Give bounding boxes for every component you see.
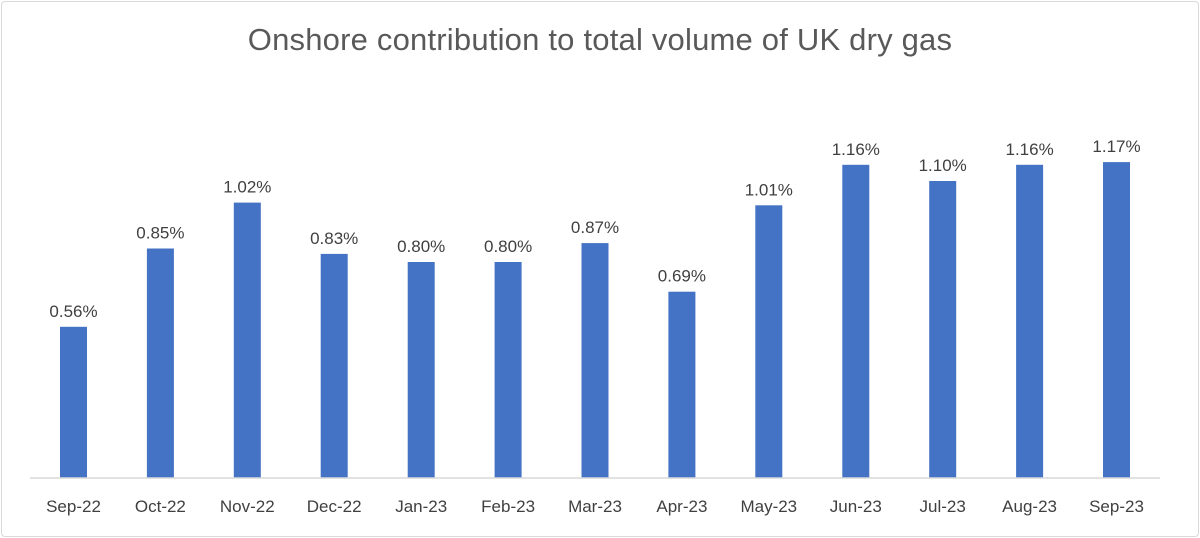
- x-tick-label-nov-22: Nov-22: [220, 497, 275, 516]
- data-label-sep-23: 1.17%: [1092, 137, 1140, 156]
- x-tick-label-dec-22: Dec-22: [307, 497, 362, 516]
- data-label-oct-22: 0.85%: [136, 224, 184, 243]
- chart-title: Onshore contribution to total volume of …: [247, 22, 953, 57]
- bar-mar-23: [581, 243, 609, 478]
- x-tick-label-may-23: May-23: [740, 497, 797, 516]
- x-tick-label-jul-23: Jul-23: [920, 497, 966, 516]
- data-label-sep-22: 0.56%: [49, 302, 97, 321]
- data-label-jul-23: 1.10%: [919, 156, 967, 175]
- bar-jun-23: [842, 164, 870, 479]
- bar-sep-22: [60, 326, 87, 478]
- x-tick-label-mar-23: Mar-23: [568, 497, 622, 516]
- data-label-feb-23: 0.80%: [484, 237, 532, 256]
- x-tick-label-sep-22: Sep-22: [46, 497, 101, 516]
- x-tick-label-oct-22: Oct-22: [135, 497, 186, 516]
- bar-jan-23: [407, 262, 435, 478]
- bar-aug-23: [1016, 164, 1044, 479]
- bar-feb-23: [494, 262, 522, 478]
- bar-dec-22: [320, 253, 348, 478]
- data-label-aug-23: 1.16%: [1005, 140, 1053, 159]
- data-label-nov-22: 1.02%: [223, 178, 271, 197]
- bar-jul-23: [929, 181, 957, 478]
- x-tick-label-jun-23: Jun-23: [830, 497, 882, 516]
- bar-apr-23: [668, 291, 696, 478]
- data-labels-layer: 0.56% 0.85% 1.02% 0.83% 0.80% 0.80% 0.87% 0.69%…: [49, 137, 1140, 321]
- x-tick-label-jan-23: Jan-23: [395, 497, 447, 516]
- bars-layer: [60, 162, 1130, 479]
- data-label-may-23: 1.01%: [745, 180, 793, 199]
- x-tick-label-apr-23: Apr-23: [656, 497, 707, 516]
- bar-nov-22: [233, 202, 261, 478]
- data-label-jun-23: 1.16%: [832, 140, 880, 159]
- x-tick-label-aug-23: Aug-23: [1002, 497, 1057, 516]
- x-tick-label-sep-23: Sep-23: [1089, 497, 1144, 516]
- bar-may-23: [755, 205, 783, 479]
- x-tick-labels-layer: Sep-22 Oct-22 Nov-22 Dec-22 Jan-23 Feb-23 Mar-…: [46, 497, 1144, 516]
- bar-oct-22: [146, 248, 174, 478]
- data-label-jan-23: 0.80%: [397, 237, 445, 256]
- bar-sep-23: [1103, 162, 1130, 478]
- data-label-dec-22: 0.83%: [310, 229, 358, 248]
- data-label-mar-23: 0.87%: [571, 218, 619, 237]
- data-label-apr-23: 0.69%: [658, 267, 706, 286]
- x-tick-label-feb-23: Feb-23: [481, 497, 535, 516]
